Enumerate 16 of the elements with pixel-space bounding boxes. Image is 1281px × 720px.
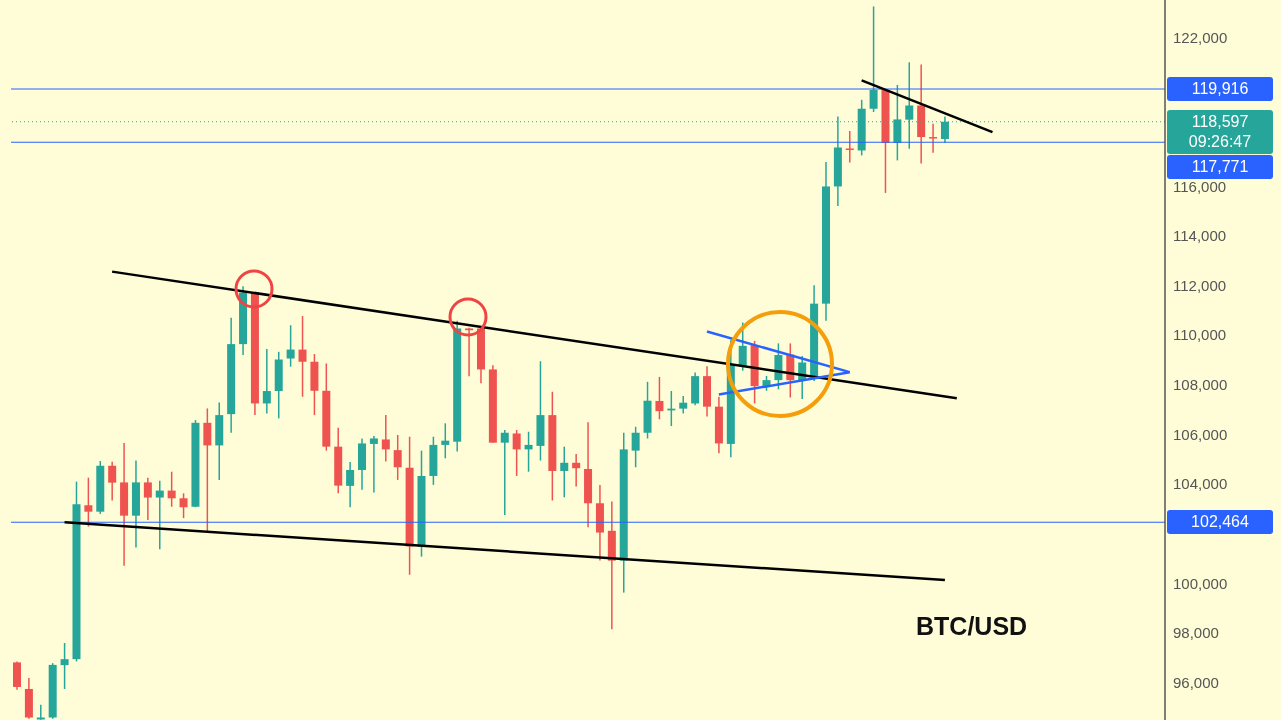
y-tick-label: 108,000 (1173, 376, 1228, 394)
ref-line-label: 102,464 (1191, 512, 1249, 533)
y-tick-label: 112,000 (1173, 276, 1227, 294)
ref-line-label: 118,597 09:26:47 (1188, 111, 1252, 152)
y-tick-label: 98,000 (1173, 624, 1219, 642)
y-tick-label: 110,000 (1173, 326, 1227, 344)
ref-line-label: 117,771 (1191, 156, 1249, 177)
text: BTC/USD (916, 612, 1028, 641)
y-tick-label: 114,000 (1173, 227, 1227, 245)
y-tick-label: 96,000 (1173, 674, 1219, 692)
ref-line-label: 119,916 (1191, 78, 1249, 99)
y-tick-label: 100,000 (1173, 574, 1228, 592)
y-tick-label: 104,000 (1173, 475, 1228, 493)
y-tick-label: 116,000 (1173, 177, 1227, 195)
y-tick-label: 122,000 (1173, 28, 1228, 46)
y-tick-label: 106,000 (1173, 425, 1228, 443)
